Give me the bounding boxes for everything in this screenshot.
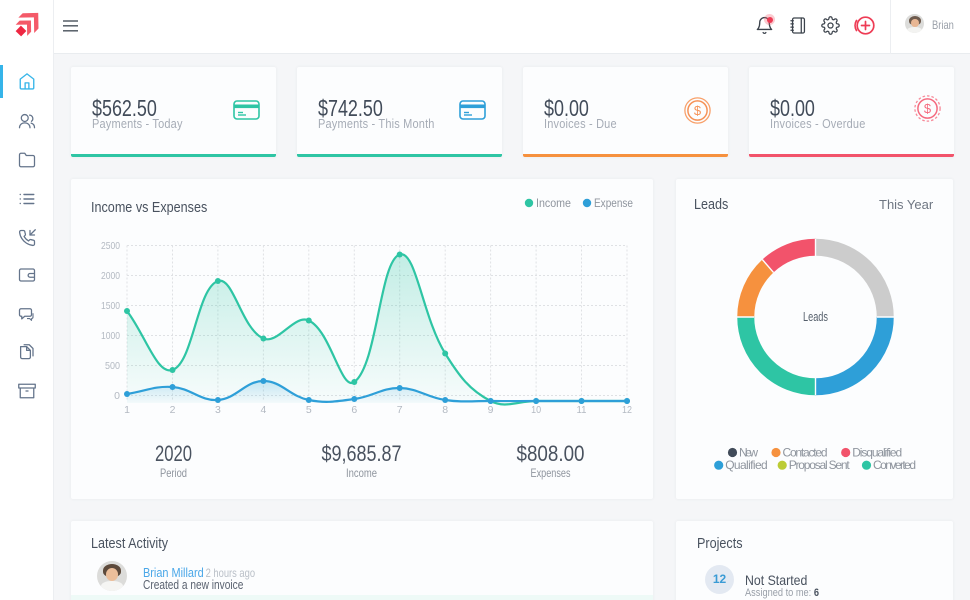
svg-text:Leads: Leads bbox=[803, 310, 828, 324]
svg-text:2500: 2500 bbox=[101, 240, 120, 252]
svg-text:Disqualified: Disqualified bbox=[852, 446, 902, 460]
svg-text:5: 5 bbox=[306, 404, 312, 416]
svg-text:12: 12 bbox=[622, 404, 632, 416]
svg-text:2020: 2020 bbox=[155, 441, 192, 466]
svg-text:Expense: Expense bbox=[594, 198, 633, 210]
svg-text:0: 0 bbox=[114, 390, 120, 402]
svg-text:Period: Period bbox=[160, 466, 187, 480]
svg-text:3: 3 bbox=[215, 404, 221, 416]
svg-text:$: $ bbox=[924, 101, 932, 116]
svg-text:2: 2 bbox=[170, 404, 176, 416]
svg-text:6: 6 bbox=[351, 404, 357, 416]
svg-text:$9,685.87: $9,685.87 bbox=[322, 441, 402, 466]
svg-text:10: 10 bbox=[531, 404, 541, 416]
svg-text:1: 1 bbox=[124, 404, 130, 416]
svg-text:Income: Income bbox=[536, 198, 571, 210]
svg-text:9: 9 bbox=[488, 404, 494, 416]
svg-text:1500: 1500 bbox=[101, 300, 120, 312]
svg-text:8: 8 bbox=[442, 404, 448, 416]
svg-text:2000: 2000 bbox=[101, 270, 120, 282]
svg-text:7: 7 bbox=[397, 404, 403, 416]
svg-text:Proposal Sent: Proposal Sent bbox=[789, 458, 851, 472]
svg-text:Expenses: Expenses bbox=[531, 466, 571, 480]
svg-text:11: 11 bbox=[577, 404, 587, 416]
svg-text:1000: 1000 bbox=[101, 330, 120, 342]
svg-text:4: 4 bbox=[260, 404, 266, 416]
svg-text:Income: Income bbox=[346, 466, 377, 480]
svg-text:Qualified: Qualified bbox=[725, 458, 768, 472]
svg-text:500: 500 bbox=[105, 360, 120, 372]
svg-text:Converted: Converted bbox=[873, 458, 916, 472]
svg-text:Contacted: Contacted bbox=[783, 446, 828, 460]
svg-text:New: New bbox=[739, 446, 758, 460]
svg-text:$: $ bbox=[694, 103, 702, 118]
svg-text:$808.00: $808.00 bbox=[517, 441, 585, 466]
